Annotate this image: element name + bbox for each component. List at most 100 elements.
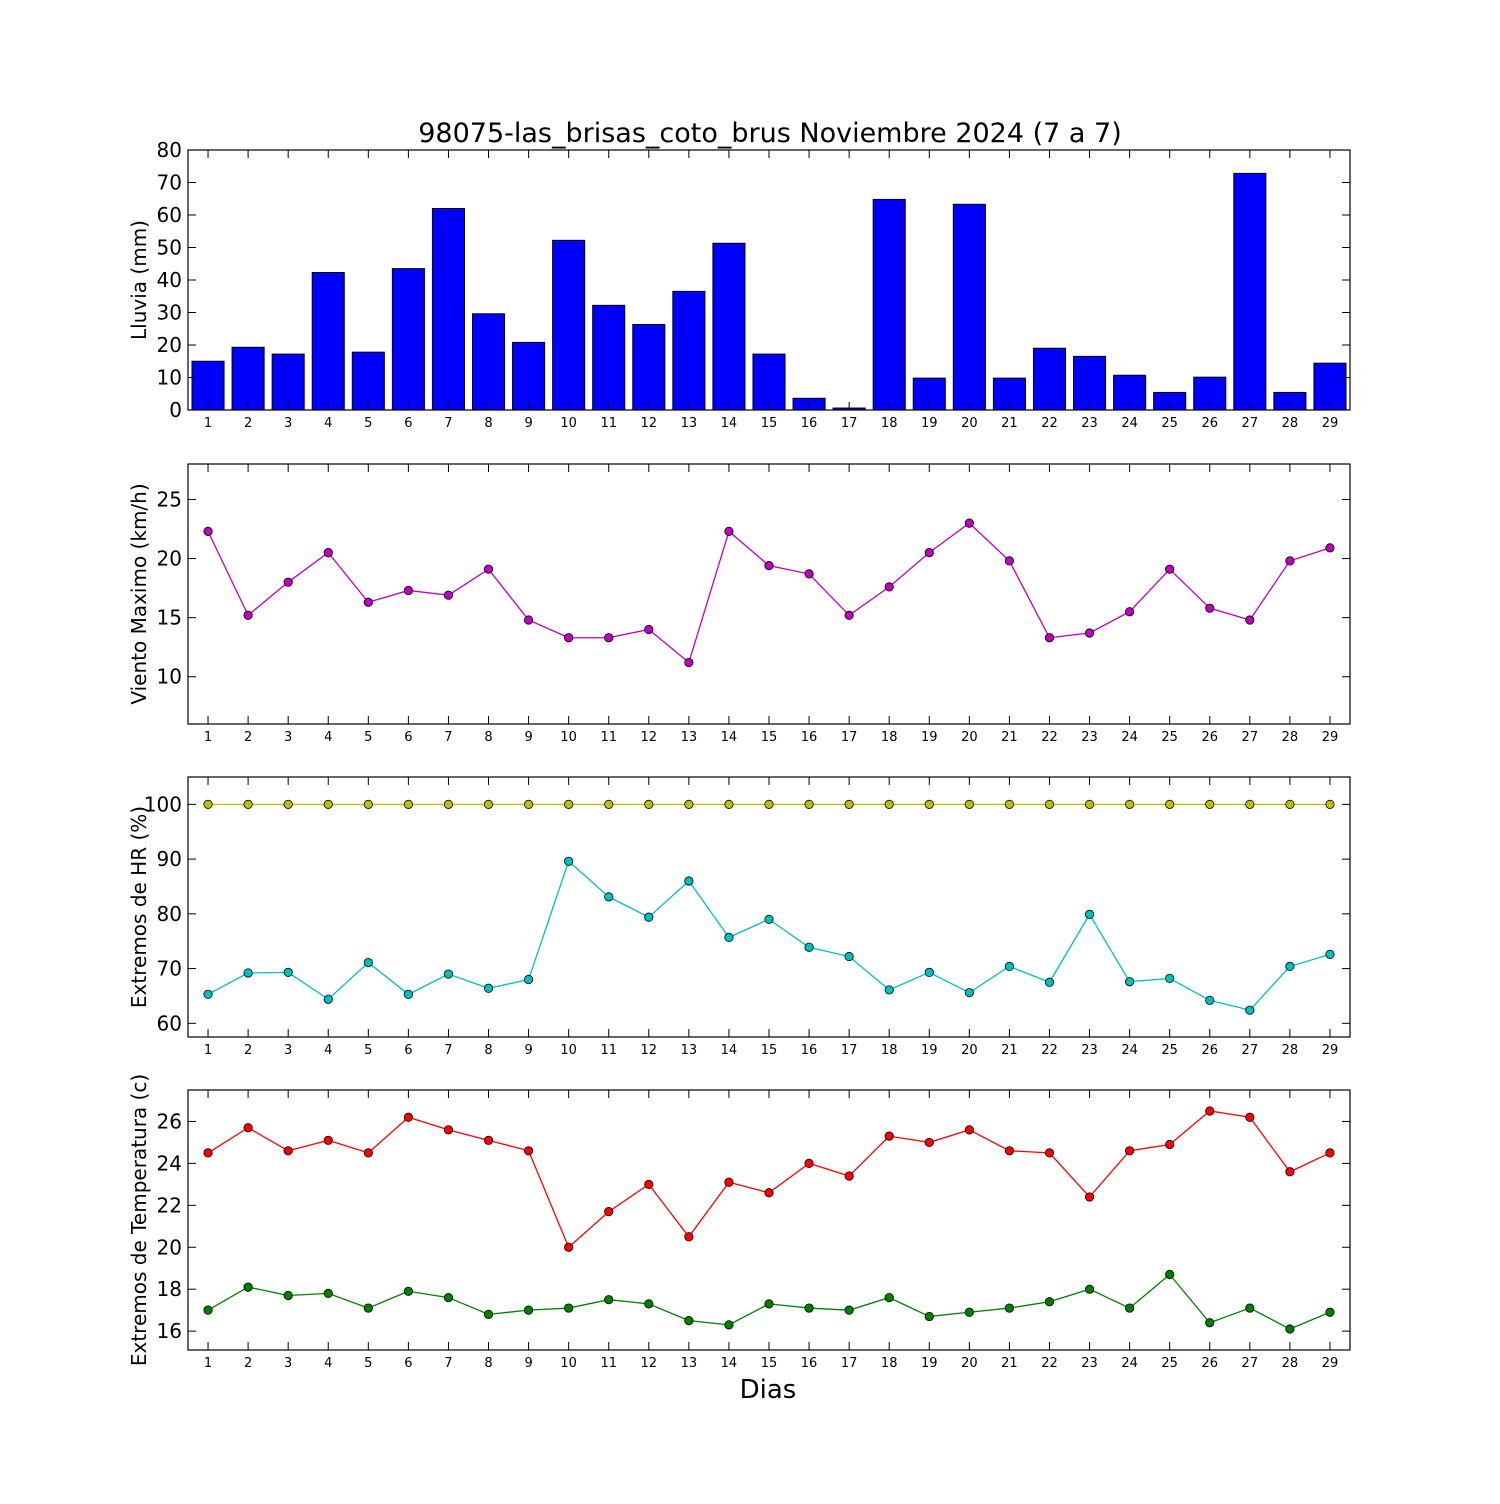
bar-day-23	[1073, 355, 1107, 411]
y-axis-label: Extremos de HR (%)	[127, 806, 151, 1008]
data-point-1-day-12	[644, 799, 654, 809]
data-point-2-day-7	[443, 1292, 454, 1303]
y-tick-label: 22	[157, 1193, 182, 1217]
x-tick-label: 7	[444, 1356, 452, 1371]
data-point-2-day-17	[844, 1305, 854, 1315]
x-tick-label: 22	[1041, 416, 1058, 431]
x-tick-label: 1	[204, 730, 212, 745]
data-point-1-day-23	[1084, 628, 1095, 638]
data-point-2-day-26	[1205, 1318, 1215, 1328]
data-point-1-day-26	[1205, 799, 1215, 809]
x-tick-label: 15	[761, 1043, 778, 1058]
x-tick-label: 24	[1121, 730, 1138, 745]
data-point-1-day-25	[1165, 564, 1175, 574]
data-point-1-day-4	[323, 799, 333, 809]
data-point-2-day-18	[884, 985, 894, 995]
data-point-2-day-3	[283, 1290, 293, 1301]
data-point-2-day-1	[203, 1305, 213, 1315]
x-tick-label: 15	[761, 730, 778, 745]
x-tick-label: 9	[524, 416, 532, 431]
data-point-1-day-28	[1285, 799, 1295, 809]
data-point-1-day-29	[1325, 1148, 1335, 1158]
x-tick-label: 1	[204, 416, 212, 431]
x-tick-label: 25	[1161, 416, 1178, 431]
data-point-2-day-7	[443, 969, 454, 979]
x-tick-label: 8	[484, 1043, 492, 1058]
y-tick-label: 20	[157, 547, 182, 571]
y-tick-label: 18	[157, 1277, 182, 1301]
bar-day-6	[391, 268, 425, 411]
chart-title: 98075-las_brisas_coto_brus Noviembre 202…	[418, 118, 1122, 149]
data-point-2-day-13	[684, 876, 694, 886]
data-point-1-day-2	[243, 1123, 253, 1133]
x-tick-label: 24	[1121, 416, 1138, 431]
data-point-2-day-11	[604, 1295, 614, 1305]
data-point-1-day-16	[804, 1158, 814, 1168]
y-tick-label: 20	[157, 1235, 182, 1259]
data-point-2-day-5	[363, 957, 373, 968]
data-point-1-day-9	[523, 1146, 534, 1156]
data-point-2-day-19	[924, 1311, 934, 1322]
data-point-1-day-17	[844, 799, 854, 809]
data-point-1-day-14	[724, 799, 734, 809]
data-point-1-day-20	[964, 518, 974, 528]
data-point-1-day-22	[1044, 1148, 1055, 1158]
x-tick-label: 17	[841, 730, 858, 745]
bar-day-2	[231, 346, 265, 411]
data-point-1-day-11	[604, 799, 614, 809]
x-tick-label: 29	[1322, 1356, 1339, 1371]
x-tick-label: 13	[681, 730, 698, 745]
data-point-1-day-6	[403, 1112, 413, 1122]
x-tick-label: 10	[560, 730, 577, 745]
bar-day-4	[311, 272, 345, 411]
x-tick-label: 22	[1041, 730, 1058, 745]
data-point-2-day-20	[964, 1307, 974, 1317]
y-tick-label: 30	[157, 301, 182, 325]
bar-day-8	[471, 313, 506, 411]
x-tick-label: 8	[484, 1356, 492, 1371]
x-tick-label: 27	[1242, 416, 1259, 431]
x-tick-label: 7	[444, 416, 452, 431]
data-point-2-day-21	[1004, 961, 1015, 971]
data-point-2-day-23	[1084, 909, 1095, 919]
data-point-2-day-8	[483, 983, 494, 993]
x-tick-label: 4	[324, 416, 332, 431]
y-tick-label: 80	[157, 138, 182, 162]
data-point-1-day-4	[323, 548, 333, 558]
data-point-1-day-10	[564, 799, 574, 809]
x-tick-label: 14	[721, 1356, 738, 1371]
data-point-1-day-25	[1165, 799, 1175, 809]
data-point-1-day-16	[804, 569, 814, 579]
x-tick-label: 13	[681, 1043, 698, 1058]
x-tick-label: 19	[921, 416, 938, 431]
data-point-1-day-8	[483, 564, 494, 574]
data-point-2-day-6	[403, 989, 413, 999]
x-tick-label: 20	[961, 1356, 978, 1371]
data-point-1-day-12	[644, 624, 654, 635]
data-point-2-day-2	[243, 1282, 253, 1292]
x-tick-label: 10	[560, 416, 577, 431]
bar-day-18	[872, 198, 906, 411]
data-point-1-day-9	[523, 799, 534, 809]
data-point-2-day-27	[1245, 1303, 1255, 1313]
x-tick-label: 28	[1282, 1356, 1299, 1371]
data-point-1-day-1	[203, 526, 213, 536]
data-point-1-day-28	[1285, 556, 1295, 566]
data-point-1-day-13	[684, 799, 694, 809]
x-tick-label: 14	[721, 1043, 738, 1058]
data-point-2-day-9	[523, 974, 534, 985]
x-tick-label: 16	[801, 1043, 818, 1058]
data-point-2-day-12	[644, 1299, 654, 1309]
data-point-1-day-16	[804, 799, 814, 809]
x-tick-label: 13	[681, 416, 698, 431]
y-tick-label: 50	[157, 236, 182, 260]
data-point-1-day-15	[764, 799, 774, 809]
x-tick-label: 25	[1161, 730, 1178, 745]
bar-day-7	[431, 208, 465, 411]
data-point-1-day-29	[1325, 543, 1335, 553]
x-tick-label: 28	[1282, 730, 1299, 745]
data-point-1-day-1	[203, 1148, 213, 1158]
